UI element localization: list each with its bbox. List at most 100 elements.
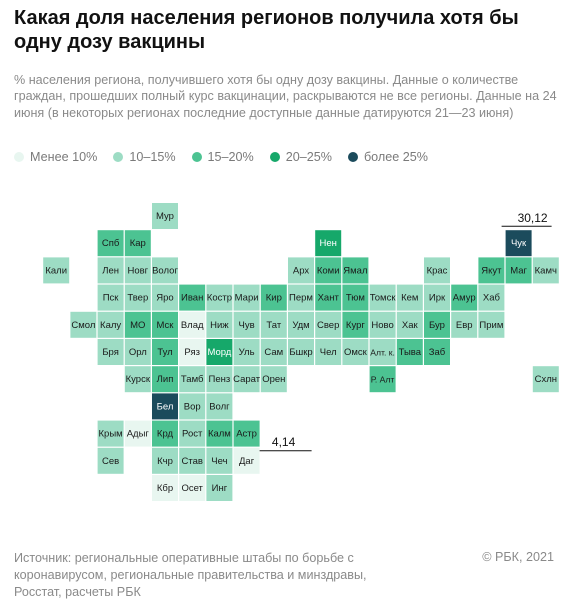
region-tile: Евр xyxy=(451,311,478,338)
region-label: Ниж xyxy=(210,320,229,331)
region-tile: Кбр xyxy=(152,475,178,501)
region-label: Кар xyxy=(130,238,146,249)
region-tile: Сам xyxy=(260,339,287,365)
region-cell xyxy=(152,420,178,447)
region-cell xyxy=(260,339,287,365)
region-label: Крас xyxy=(427,265,448,276)
region-cell xyxy=(179,393,206,420)
region-label: Мур xyxy=(156,211,174,222)
region-cell xyxy=(288,284,314,311)
region-label: Схлн xyxy=(535,374,557,385)
region-label: Став xyxy=(181,456,202,467)
region-label: Ирк xyxy=(429,293,446,304)
region-cell xyxy=(124,230,151,257)
region-label: Перм xyxy=(289,293,313,304)
region-label: Кчр xyxy=(157,456,173,467)
region-cell xyxy=(260,311,287,338)
region-tile: Калм xyxy=(206,420,233,447)
region-tile: Заб xyxy=(424,339,450,365)
region-cell xyxy=(451,284,478,311)
region-cell xyxy=(424,284,450,311)
legend-swatch xyxy=(14,152,24,162)
region-cell xyxy=(206,447,233,474)
region-tile: Яро xyxy=(152,284,178,311)
region-tile: Смол xyxy=(70,311,97,338)
region-tile: Иван xyxy=(179,284,206,311)
region-tile: Уль xyxy=(233,339,260,365)
region-label: Ряз xyxy=(184,347,200,358)
region-cell xyxy=(43,257,70,284)
region-cell xyxy=(179,475,206,501)
region-cell xyxy=(369,311,396,338)
region-label: Сарат xyxy=(233,374,261,385)
region-label: Сев xyxy=(102,456,119,467)
region-tile: Тул xyxy=(152,339,178,365)
region-label: Вор xyxy=(184,401,201,412)
region-label: Калм xyxy=(208,429,231,440)
region-cell xyxy=(97,420,124,447)
region-tile: Морд xyxy=(206,339,233,365)
legend-label: более 25% xyxy=(363,150,428,164)
legend-swatch xyxy=(269,152,280,162)
region-tile: Ямал xyxy=(342,257,369,284)
region-cell xyxy=(124,366,151,393)
region-label: Морд xyxy=(207,347,231,358)
region-label: Орен xyxy=(262,374,285,385)
region-cell xyxy=(179,366,206,393)
region-tile: Волг xyxy=(206,393,233,420)
region-label: Новг xyxy=(127,265,148,276)
region-label: Кали xyxy=(45,265,67,276)
tile-map: Мур Спб Кар Нен Чук Кали Лен Новг Волог Арх Коми Ям… xyxy=(43,203,559,501)
region-label: Рост xyxy=(182,429,203,440)
region-tile: Прим xyxy=(478,311,505,338)
source-note: Источник: региональные оперативные штабы… xyxy=(14,551,367,599)
region-tile: Тамб xyxy=(179,366,206,393)
region-cell xyxy=(233,420,260,447)
region-label: Бел xyxy=(157,401,174,412)
region-cell xyxy=(124,257,151,284)
region-cell xyxy=(206,393,233,420)
region-label: Камч xyxy=(535,265,557,276)
region-label: Хак xyxy=(402,320,419,331)
region-label: Калу xyxy=(100,320,121,331)
region-cell xyxy=(451,311,478,338)
region-tile: Омск xyxy=(342,339,369,365)
region-label: Тат xyxy=(266,320,281,331)
region-cell xyxy=(478,284,505,311)
region-tile: Ново xyxy=(369,311,396,338)
region-tile: Кар xyxy=(124,230,151,257)
region-tile: Амур xyxy=(451,284,478,311)
region-tile: Волог xyxy=(152,257,178,284)
region-label: Костр xyxy=(207,293,232,304)
region-cell xyxy=(124,420,151,447)
region-tile: Лен xyxy=(97,257,124,284)
region-label: Чук xyxy=(511,238,527,249)
region-tile: Бря xyxy=(97,339,124,365)
region-label: Адыг xyxy=(127,429,150,440)
region-cell xyxy=(342,311,369,338)
chart-subtitle: % населения региона, получившего хотя бы… xyxy=(14,73,557,120)
region-tile: Костр xyxy=(206,284,233,311)
region-cell xyxy=(124,284,151,311)
region-label: Нен xyxy=(320,238,337,249)
region-label: Удм xyxy=(292,320,309,331)
region-tile: Осет xyxy=(179,475,206,501)
region-tile: Перм xyxy=(288,284,314,311)
region-cell xyxy=(152,311,178,338)
region-label: Тыва xyxy=(399,347,422,358)
region-tile: Сарат xyxy=(233,366,261,393)
legend-label: 20–25% xyxy=(285,150,332,164)
region-label: Бур xyxy=(429,320,445,331)
region-label: Астр xyxy=(236,429,257,440)
region-label: Тул xyxy=(157,347,172,358)
region-cell xyxy=(396,284,423,311)
region-label: Якут xyxy=(481,265,502,276)
region-label: Сам xyxy=(264,347,283,358)
region-cell xyxy=(179,420,206,447)
region-cell xyxy=(288,311,314,338)
region-tile: Хак xyxy=(396,311,423,338)
region-label: Лен xyxy=(102,265,119,276)
region-cell xyxy=(315,311,342,338)
region-cell xyxy=(179,447,206,474)
region-label: Заб xyxy=(429,347,446,358)
